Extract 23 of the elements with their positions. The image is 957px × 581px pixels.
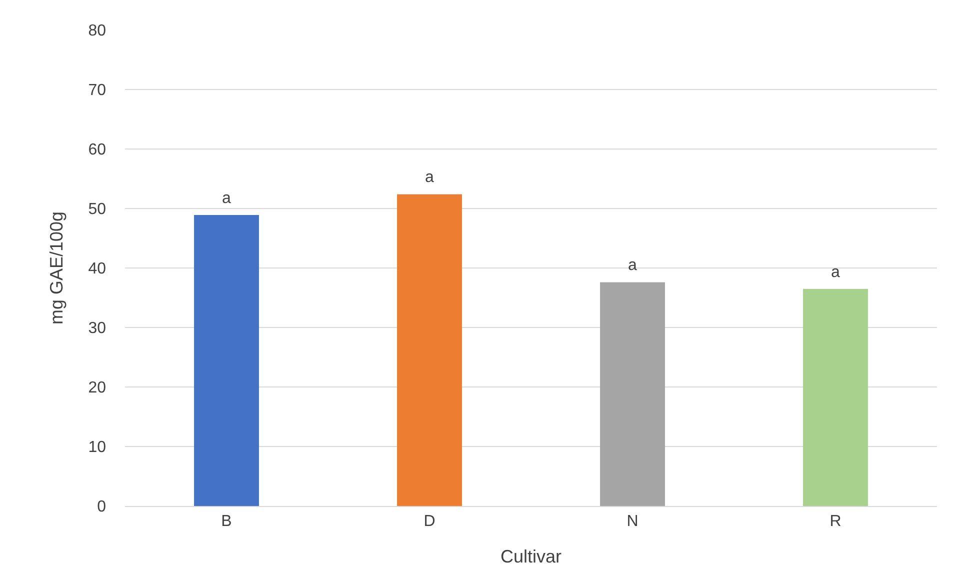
y-tick-label: 20 [88, 380, 106, 397]
y-tick-label: 30 [88, 320, 106, 338]
y-tick-label: 40 [88, 260, 106, 278]
x-tick-label: D [424, 513, 436, 530]
y-tick-label: 70 [88, 82, 106, 100]
x-tick-label: B [221, 513, 232, 530]
bar [194, 215, 259, 506]
y-tick-label: 50 [88, 201, 106, 218]
annotation: a [831, 264, 840, 281]
annotation: a [628, 257, 637, 274]
y-axis-title: mg GAE/100g [46, 211, 66, 325]
x-tick-label: R [830, 513, 842, 530]
bar [397, 194, 462, 506]
y-tick-label: 80 [88, 22, 106, 40]
annotation: a [222, 190, 231, 207]
y-tick-label: 10 [88, 439, 106, 456]
y-tick-label: 60 [88, 142, 106, 159]
x-tick-label: N [626, 513, 638, 530]
bar [803, 288, 868, 506]
y-tick-label: 0 [97, 498, 106, 516]
annotation: a [425, 169, 434, 186]
x-axis-title: Cultivar [500, 546, 562, 566]
bar [600, 282, 665, 506]
